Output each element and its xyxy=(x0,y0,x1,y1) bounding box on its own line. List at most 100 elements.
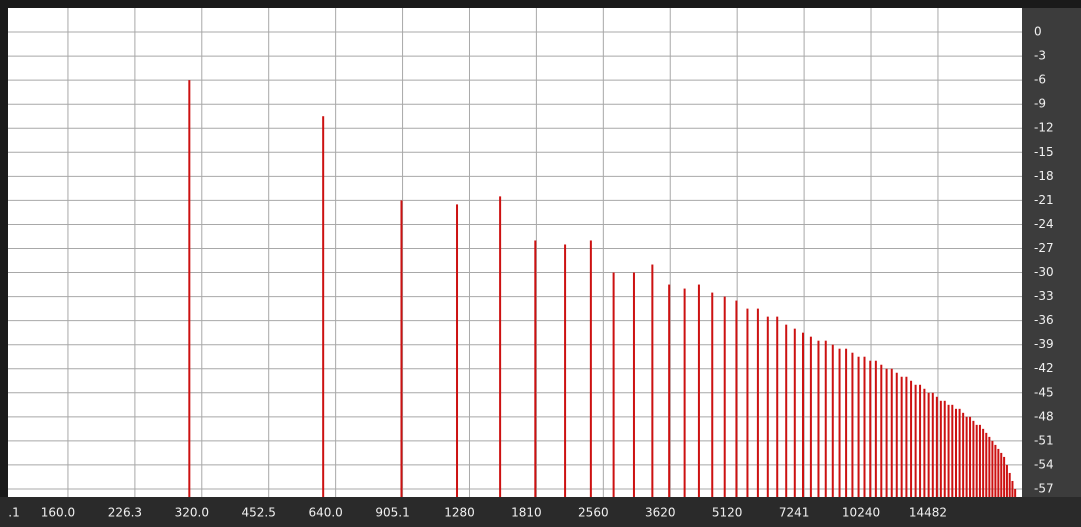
spectral-line xyxy=(985,432,988,497)
spectral-line xyxy=(1008,472,1011,497)
spectral-line xyxy=(910,380,913,497)
y-tick-label: -51 xyxy=(1034,433,1054,447)
spectral-line xyxy=(589,240,592,497)
spectral-line xyxy=(1014,488,1017,497)
x-tick-label: 5120 xyxy=(712,506,743,520)
spectral-line xyxy=(951,404,954,497)
x-tick-label: .1 xyxy=(8,506,19,520)
spectral-line xyxy=(831,344,834,497)
x-tick-label: 10240 xyxy=(842,506,880,520)
y-tick-label: -15 xyxy=(1034,145,1054,159)
spectral-line xyxy=(965,416,968,497)
spectral-line xyxy=(919,384,922,497)
x-tick-label: 1280 xyxy=(444,506,475,520)
spectral-line xyxy=(785,324,788,497)
spectral-line xyxy=(534,240,537,497)
spectral-line xyxy=(978,424,981,497)
spectral-line xyxy=(997,448,1000,497)
spectral-line xyxy=(824,340,827,497)
spectral-line xyxy=(776,316,779,497)
spectral-line xyxy=(499,196,502,497)
spectral-line xyxy=(188,80,191,498)
y-tick-label: -57 xyxy=(1034,481,1054,495)
spectral-line xyxy=(756,308,759,497)
spectral-line xyxy=(851,352,854,497)
spectral-line xyxy=(905,376,908,497)
spectral-line xyxy=(969,416,972,497)
spectral-line xyxy=(735,300,738,497)
spectral-line xyxy=(802,332,805,497)
spectral-line xyxy=(1005,464,1008,497)
x-tick-label: 160.0 xyxy=(41,506,75,520)
spectral-line xyxy=(943,400,946,497)
spectral-line xyxy=(683,288,686,497)
x-tick-label: 7241 xyxy=(779,506,810,520)
spectral-line xyxy=(880,364,883,497)
spectral-line xyxy=(632,272,635,497)
spectral-line xyxy=(982,428,985,497)
spectral-line xyxy=(766,316,769,497)
spectral-line xyxy=(564,244,567,497)
y-tick-label: -48 xyxy=(1034,409,1054,423)
y-tick-label: -30 xyxy=(1034,265,1054,279)
spectral-line xyxy=(456,204,459,497)
spectral-line xyxy=(958,408,961,497)
y-axis-panel xyxy=(1022,8,1081,497)
y-tick-label: -18 xyxy=(1034,169,1054,183)
x-tick-label: 905.1 xyxy=(375,506,409,520)
spectral-line xyxy=(817,340,820,497)
spectral-line xyxy=(612,272,615,497)
spectral-line xyxy=(988,436,991,497)
x-tick-label: 640.0 xyxy=(308,506,342,520)
spectral-line xyxy=(651,264,654,497)
spectral-line xyxy=(809,336,812,497)
spectral-line xyxy=(890,368,893,497)
y-tick-label: -3 xyxy=(1034,49,1046,63)
spectral-line xyxy=(723,296,726,497)
y-tick-label: -45 xyxy=(1034,385,1054,399)
spectral-line xyxy=(793,328,796,497)
spectral-line xyxy=(400,200,403,498)
x-axis-panel xyxy=(0,497,1081,527)
spectral-line xyxy=(869,360,872,497)
spectral-line xyxy=(874,360,877,497)
spectral-line xyxy=(845,348,848,497)
y-tick-label: -12 xyxy=(1034,121,1054,135)
x-tick-label: 3620 xyxy=(645,506,676,520)
x-tick-label: 14482 xyxy=(909,506,947,520)
spectral-line xyxy=(954,408,957,497)
spectral-line xyxy=(697,284,700,497)
spectral-line xyxy=(1003,456,1006,497)
y-tick-label: -9 xyxy=(1034,97,1046,111)
spectral-line xyxy=(857,356,860,497)
spectral-line xyxy=(885,368,888,497)
spectral-line xyxy=(914,384,917,497)
spectral-line xyxy=(711,292,714,497)
x-tick-label: 1810 xyxy=(511,506,542,520)
spectral-line xyxy=(668,284,671,497)
y-tick-label: -39 xyxy=(1034,337,1054,351)
y-tick-label: -21 xyxy=(1034,193,1054,207)
spectral-line xyxy=(991,440,994,497)
y-tick-label: 0 xyxy=(1034,25,1042,39)
y-tick-label: -54 xyxy=(1034,457,1054,471)
y-tick-label: -33 xyxy=(1034,289,1054,303)
y-tick-label: -27 xyxy=(1034,241,1054,255)
spectral-line xyxy=(1000,452,1003,497)
x-tick-label: 320.0 xyxy=(175,506,209,520)
spectral-line xyxy=(1011,480,1014,497)
spectral-line xyxy=(322,116,325,497)
x-tick-label: 226.3 xyxy=(108,506,142,520)
spectral-line xyxy=(900,376,903,497)
spectral-line xyxy=(863,356,866,497)
spectral-line xyxy=(927,392,930,497)
spectral-line xyxy=(935,396,938,497)
x-tick-label: 452.5 xyxy=(242,506,276,520)
spectral-line xyxy=(994,444,997,497)
y-tick-label: -6 xyxy=(1034,73,1046,87)
y-tick-label: -42 xyxy=(1034,361,1054,375)
spectral-line xyxy=(838,348,841,497)
spectral-line xyxy=(947,404,950,497)
spectral-line xyxy=(923,388,926,497)
